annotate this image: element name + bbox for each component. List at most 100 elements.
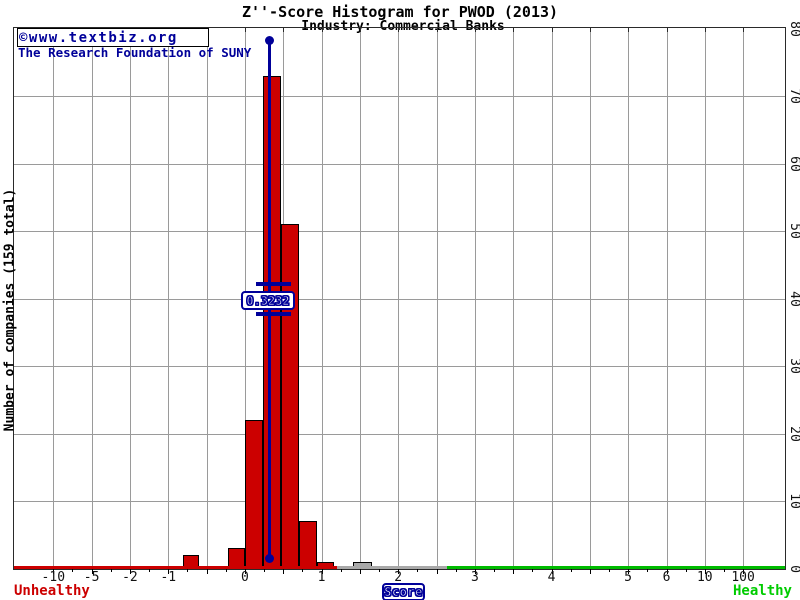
top-tick xyxy=(244,28,246,32)
x-axis-tick-major xyxy=(168,568,170,574)
x-axis-tick-major xyxy=(321,568,323,574)
x-axis-tick-major xyxy=(398,568,400,574)
mean-marker-dot xyxy=(265,553,275,563)
v-gridline xyxy=(628,28,630,569)
histogram-bar xyxy=(245,420,263,569)
histogram-bar xyxy=(262,75,281,569)
x-tick-label: 4 xyxy=(547,570,556,585)
v-gridline xyxy=(666,28,668,569)
h-gridline xyxy=(14,163,785,165)
y-tick-label: 50 xyxy=(787,223,800,239)
x-tick-label: -1 xyxy=(160,570,177,585)
x-axis-tick-minor xyxy=(647,568,649,572)
x-tick-label: 1 xyxy=(317,570,326,585)
v-gridline xyxy=(513,28,515,569)
x-tick-label: 5 xyxy=(624,570,633,585)
top-tick xyxy=(513,28,515,32)
x-axis-tick-minor xyxy=(72,568,74,572)
mean-marker-crossbar xyxy=(256,311,291,316)
x-axis-tick-minor xyxy=(264,568,266,572)
v-gridline xyxy=(551,28,553,569)
top-tick xyxy=(551,28,553,32)
x-tick-label: 0 xyxy=(240,570,249,585)
x-axis-tick-minor xyxy=(570,568,572,572)
x-tick-label: -5 xyxy=(83,570,100,585)
top-tick xyxy=(283,28,285,32)
x-axis-tick-major xyxy=(359,568,361,574)
baseline-zone-distress xyxy=(14,565,337,569)
v-gridline xyxy=(53,28,55,569)
x-axis-tick-major xyxy=(206,568,208,574)
top-tick xyxy=(398,28,400,32)
x-axis-tick-major xyxy=(666,568,668,574)
x-axis-tick-minor xyxy=(723,568,725,572)
top-tick xyxy=(743,28,745,32)
v-gridline xyxy=(359,28,361,569)
x-axis-tick-minor xyxy=(608,568,610,572)
y-tick-label: 20 xyxy=(787,425,800,442)
x-axis-tick-minor xyxy=(225,568,227,572)
top-tick xyxy=(359,28,361,32)
x-axis-tick-minor xyxy=(187,568,189,572)
y-tick-label: 60 xyxy=(787,155,800,172)
h-gridline xyxy=(14,298,785,300)
x-tick-label: 100 xyxy=(731,570,755,585)
x-axis-tick-major xyxy=(589,568,591,574)
baseline-zone-safe xyxy=(447,565,785,569)
x-tick-label: 3 xyxy=(470,570,479,585)
y-axis-label: Number of companies (159 total) xyxy=(2,188,18,432)
x-axis-tick-major xyxy=(436,568,438,574)
h-gridline xyxy=(14,501,785,502)
v-gridline xyxy=(398,28,400,569)
x-axis-tick-major xyxy=(244,568,246,574)
h-gridline xyxy=(14,366,785,367)
x-axis-tick-minor xyxy=(455,568,457,572)
chart-title: Z''-Score Histogram for PWOD (2013) xyxy=(241,3,559,21)
x-tick-label: 6 xyxy=(662,570,671,585)
unhealthy-zone-label: Unhealthy xyxy=(14,583,90,599)
v-gridline xyxy=(474,28,476,569)
x-axis-tick-major xyxy=(283,568,285,574)
x-axis-tick-minor xyxy=(494,568,496,572)
histogram-bar xyxy=(280,224,299,569)
x-axis-tick-major xyxy=(474,568,476,574)
v-gridline xyxy=(129,28,131,569)
top-tick xyxy=(666,28,668,32)
watermark-url: ©www.textbiz.org xyxy=(19,29,178,46)
v-gridline xyxy=(436,28,438,569)
histogram-bar xyxy=(298,521,317,569)
x-tick-label: -10 xyxy=(41,570,66,585)
x-axis-tick-minor xyxy=(532,568,534,572)
x-axis-tick-major xyxy=(628,568,630,574)
y-tick-label: 10 xyxy=(787,493,800,509)
top-tick xyxy=(436,28,438,32)
y-tick-label: 0 xyxy=(787,564,800,573)
plot-area xyxy=(13,27,786,570)
y-tick-label: 40 xyxy=(787,290,800,307)
x-axis-tick-minor xyxy=(110,568,112,572)
x-axis-tick-major xyxy=(743,568,745,574)
x-axis-tick-minor xyxy=(417,568,419,572)
x-axis-tick-minor xyxy=(302,568,304,572)
v-gridline xyxy=(168,28,170,569)
x-axis-tick-major xyxy=(704,568,706,574)
x-axis-tick-minor xyxy=(379,568,381,572)
x-axis-tick-minor xyxy=(685,568,687,572)
v-gridline xyxy=(704,28,706,569)
v-gridline xyxy=(91,28,93,569)
healthy-zone-label: Healthy xyxy=(732,583,792,599)
v-gridline xyxy=(743,28,745,569)
x-axis-label: Score xyxy=(382,583,425,600)
x-axis-tick-major xyxy=(53,568,55,574)
mean-marker-dot xyxy=(265,35,275,45)
x-axis-tick-major xyxy=(91,568,93,574)
x-tick-label: -2 xyxy=(122,570,138,585)
y-tick-label: 80 xyxy=(787,20,800,37)
x-axis-tick-minor xyxy=(340,568,342,572)
mean-marker-crossbar xyxy=(256,281,291,286)
top-tick xyxy=(628,28,630,32)
top-tick xyxy=(474,28,476,32)
top-tick xyxy=(704,28,706,32)
x-axis-tick-minor xyxy=(149,568,151,572)
